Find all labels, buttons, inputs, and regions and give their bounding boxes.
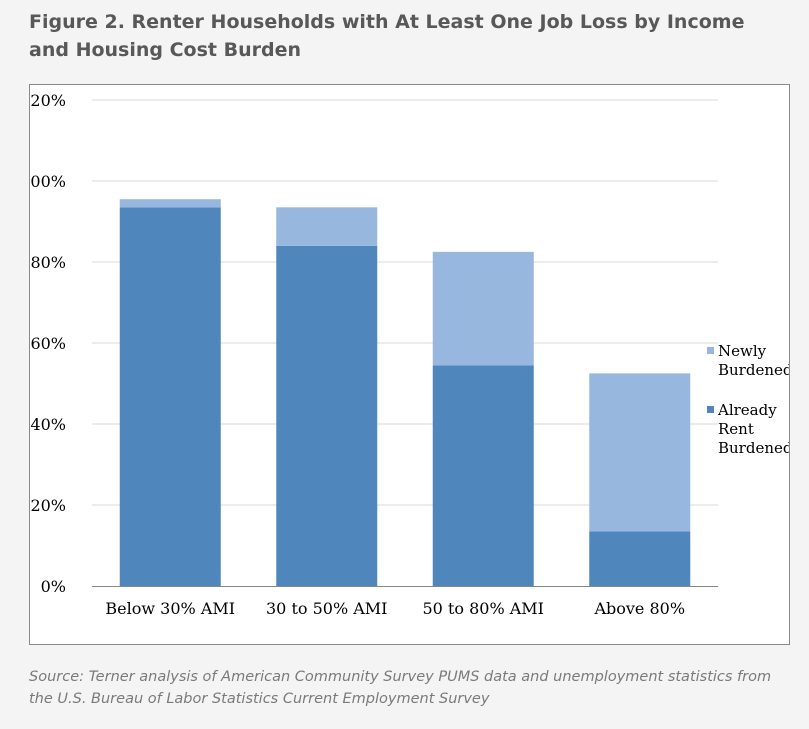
legend-label-already: Already Rent Burdened (717, 401, 789, 457)
bars (119, 199, 691, 587)
bar-already-burdened (589, 531, 691, 586)
y-tick-label: 100% (30, 172, 66, 191)
x-category-labels: Below 30% AMI 30 to 50% AMI 50 to 80% AMI A… (105, 599, 685, 618)
legend: Newly Burdened Already Rent Burdened (707, 342, 789, 457)
legend-swatch-already (707, 406, 714, 413)
bar-newly-burdened (276, 207, 378, 246)
figure-title: Figure 2. Renter Households with At Leas… (29, 11, 745, 61)
bar-newly-burdened (119, 199, 221, 208)
stacked-bar-chart: 0% 20% 40% 60% 80% 100% 120% Below 30% AMI 30 t… (30, 91, 789, 618)
legend-swatch-newly (707, 347, 714, 354)
bar-already-burdened (119, 207, 221, 586)
legend-label-newly: Newly Burdened (718, 342, 789, 379)
x-category-label: 50 to 80% AMI (423, 599, 545, 618)
y-tick-label: 0% (41, 577, 66, 596)
y-tick-labels: 0% 20% 40% 60% 80% 100% 120% (30, 91, 66, 596)
bar-newly-burdened (432, 251, 534, 366)
x-category-label: Below 30% AMI (105, 599, 235, 618)
bar-already-burdened (432, 365, 534, 586)
x-category-label: 30 to 50% AMI (266, 599, 388, 618)
source-note: Source: Terner analysis of American Comm… (29, 669, 772, 707)
y-tick-label: 20% (30, 496, 66, 515)
y-tick-label: 80% (30, 253, 66, 272)
chart-frame: 0% 20% 40% 60% 80% 100% 120% Below 30% AMI 30 t… (29, 84, 790, 645)
y-tick-label: 60% (30, 334, 66, 353)
y-tick-label: 120% (30, 91, 66, 110)
bar-already-burdened (276, 245, 378, 587)
bar-newly-burdened (589, 373, 691, 532)
y-tick-label: 40% (30, 415, 66, 434)
x-category-label: Above 80% (593, 599, 685, 618)
